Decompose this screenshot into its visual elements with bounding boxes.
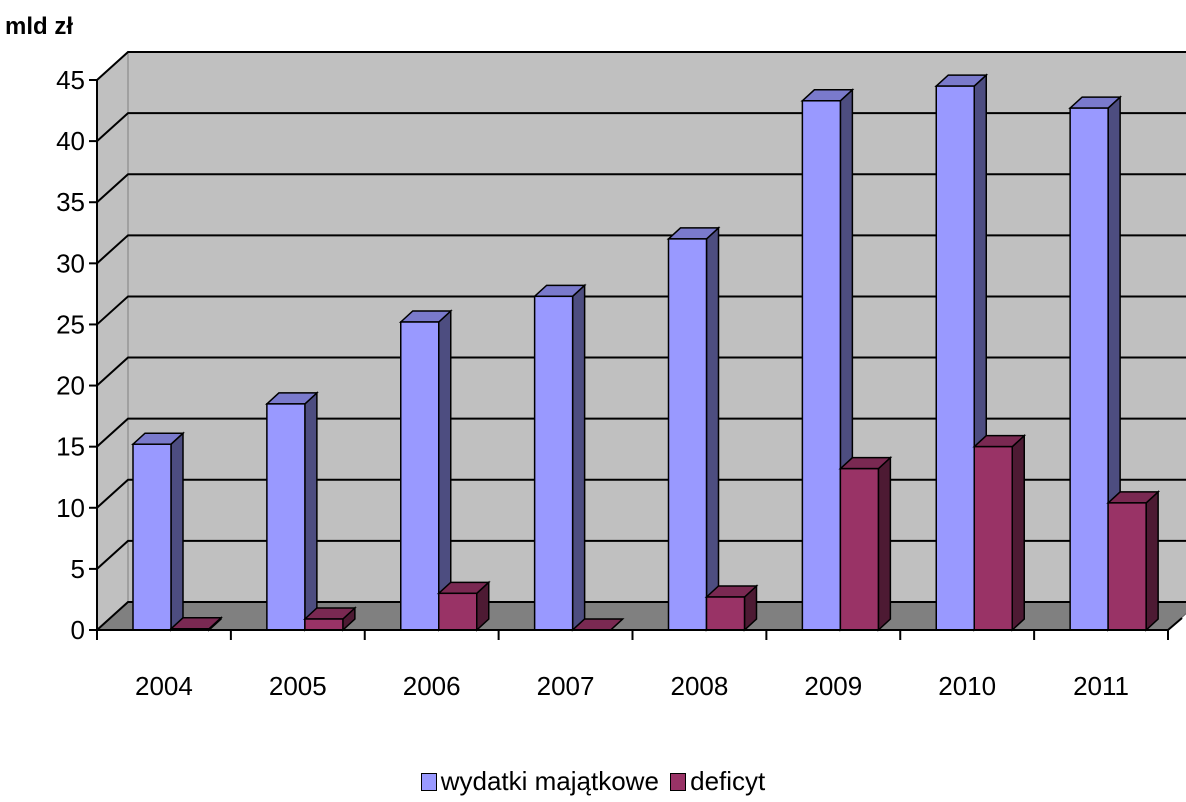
bar-series-1-2004 xyxy=(131,431,185,632)
legend-item-series-1: wydatki majątkowe xyxy=(420,766,659,797)
y-tick-label: 0 xyxy=(71,615,85,645)
bars xyxy=(131,73,1161,632)
x-tick-label: 2009 xyxy=(804,671,862,701)
bar-series-1-2007 xyxy=(532,283,587,632)
y-tick-label: 40 xyxy=(56,126,85,156)
y-tick-label: 30 xyxy=(56,248,85,278)
y-tick-label: 45 xyxy=(56,65,85,95)
bar-series-2-2011 xyxy=(1106,490,1161,632)
x-tick-label: 2007 xyxy=(537,671,595,701)
x-tick-label: 2010 xyxy=(938,671,996,701)
bar-series-2-2010 xyxy=(972,433,1027,632)
x-tick-label: 2004 xyxy=(135,671,193,701)
bar-series-2-2006 xyxy=(436,580,491,632)
y-tick-label: 25 xyxy=(56,309,85,339)
legend-swatch-series-1 xyxy=(420,772,437,791)
bar-series-1-2006 xyxy=(398,309,453,632)
y-axis-unit-label: mld zł xyxy=(5,13,73,40)
legend-label-series-1: wydatki majątkowe xyxy=(440,766,659,796)
y-tick-label: 20 xyxy=(56,371,85,401)
x-tick-label: 2005 xyxy=(269,671,327,701)
gridline xyxy=(96,51,1186,81)
chart-walls xyxy=(95,50,1186,632)
axes xyxy=(89,79,1183,640)
x-tick-label: 2006 xyxy=(403,671,461,701)
tick-labels: 0 5 10 15 20 25 30 35 40 45 2004 2005 2006 2007 2008 20… xyxy=(56,65,1129,701)
y-tick-label: 5 xyxy=(71,554,85,584)
x-tick-label: 2008 xyxy=(671,671,729,701)
bar-series-1-2008 xyxy=(666,226,721,632)
y-tick-label: 35 xyxy=(56,187,85,217)
legend-swatch-series-2 xyxy=(670,772,687,791)
y-tick-label: 10 xyxy=(56,493,85,523)
legend-label-series-2: deficyt xyxy=(690,766,766,796)
side-wall xyxy=(96,50,129,632)
bar-series-2-2005 xyxy=(302,606,357,632)
legend-item-series-2: deficyt xyxy=(670,766,765,797)
x-tick-label: 2011 xyxy=(1073,671,1129,701)
legend: wydatki majątkowe deficyt xyxy=(0,766,1186,798)
y-tick-label: 15 xyxy=(56,432,85,462)
bar-series-1-2005 xyxy=(264,391,319,632)
bar-series-2-2009 xyxy=(838,455,893,632)
bar-series-2-2008 xyxy=(704,584,759,632)
